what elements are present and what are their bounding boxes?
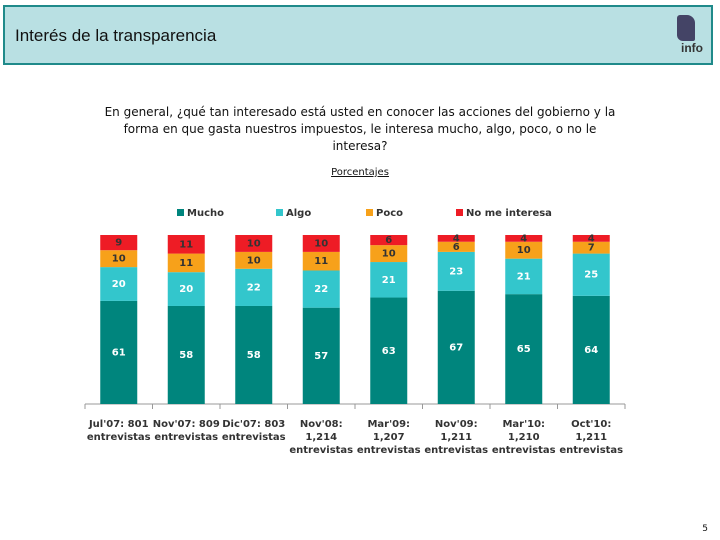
page-number: 5 <box>702 524 708 534</box>
data-label: 22 <box>314 284 328 295</box>
bar-segment <box>370 262 408 298</box>
data-label: 6 <box>453 242 460 253</box>
data-label: 4 <box>588 233 595 244</box>
logo: info <box>681 41 703 55</box>
bar-segment <box>167 272 205 306</box>
bar-segment <box>370 245 408 263</box>
legend-swatch <box>177 209 184 216</box>
legend-label: Algo <box>286 208 311 219</box>
x-tick-label: Dic'07: 803 entrevistas <box>221 419 286 443</box>
data-label: 11 <box>179 258 193 269</box>
bar-segment <box>370 297 408 404</box>
bar-segment <box>100 250 138 268</box>
legend-label: Poco <box>376 208 403 219</box>
data-label: 21 <box>382 275 396 286</box>
bar-segment <box>235 305 273 404</box>
bar-segment <box>437 290 475 404</box>
x-tick-label: Jul'07: 801 entrevistas <box>86 419 151 443</box>
data-label: 58 <box>179 350 193 361</box>
data-label: 61 <box>112 347 126 358</box>
x-tick-label: Nov'07: 809 entrevistas <box>152 419 220 443</box>
bar-segment <box>302 235 340 252</box>
data-label: 10 <box>112 254 126 265</box>
bar-segment <box>437 235 475 242</box>
data-label: 9 <box>115 238 122 249</box>
bar-segment <box>302 270 340 308</box>
bar-segment <box>437 241 475 252</box>
question: En general, ¿qué tan interesado está ust… <box>104 105 616 153</box>
data-label: 10 <box>247 255 261 266</box>
bar-segment <box>572 235 610 242</box>
data-label: 10 <box>314 238 328 249</box>
bar-segment <box>235 268 273 306</box>
data-label: 11 <box>314 256 328 267</box>
bar-segment <box>505 241 543 259</box>
bar-segment <box>100 235 138 251</box>
bar-segment <box>235 235 273 252</box>
bar-segment <box>370 235 408 246</box>
subtitle: Porcentajes <box>331 167 389 178</box>
bar-segment <box>235 251 273 269</box>
bar-segment <box>572 241 610 254</box>
bar-segment <box>437 251 475 291</box>
x-tick-label: Mar'09: 1,207 entrevistas <box>356 419 421 456</box>
x-tick-label: Nov'09: 1,211 entrevistas <box>424 419 489 456</box>
data-label: 23 <box>449 266 463 277</box>
legend-swatch <box>366 209 373 216</box>
data-label: 4 <box>453 233 460 244</box>
bar-segment <box>572 253 610 296</box>
x-tick-label: Nov'08: 1,214 entrevistas <box>289 419 354 456</box>
data-label: 10 <box>517 245 531 256</box>
data-label: 20 <box>179 284 193 295</box>
bar-segment <box>167 305 205 404</box>
bar-segment <box>505 235 543 242</box>
bar-segment <box>167 253 205 273</box>
bar-segment <box>167 235 205 254</box>
data-label: 10 <box>247 238 261 249</box>
legend-label: No me interesa <box>466 208 552 219</box>
header: Interés de la transparencia info <box>3 5 713 65</box>
logo-shape <box>677 15 695 41</box>
data-label: 21 <box>517 271 531 282</box>
bar-segment <box>302 307 340 404</box>
bar-segment <box>505 258 543 295</box>
legend-label: Mucho <box>187 208 224 219</box>
legend-swatch <box>276 209 283 216</box>
header-title: Interés de la transparencia <box>15 26 217 45</box>
data-label: 25 <box>584 270 598 281</box>
legend-swatch <box>456 209 463 216</box>
data-label: 4 <box>520 233 527 244</box>
x-tick-label: Oct'10: 1,211 entrevistas <box>559 419 624 456</box>
bar-segment <box>100 267 138 301</box>
x-tick-label: Mar'10: 1,210 entrevistas <box>491 419 556 456</box>
data-label: 57 <box>314 351 328 362</box>
bar-segment <box>505 294 543 404</box>
bar-segment <box>572 295 610 404</box>
data-label: 6 <box>385 235 392 246</box>
data-label: 58 <box>247 350 261 361</box>
data-label: 65 <box>517 344 531 355</box>
data-label: 64 <box>584 345 598 356</box>
data-label: 10 <box>382 249 396 260</box>
data-label: 22 <box>247 282 261 293</box>
bar-segment <box>100 300 138 404</box>
bar-segment <box>302 251 340 271</box>
data-label: 63 <box>382 346 396 357</box>
data-label: 11 <box>179 239 193 250</box>
data-label: 7 <box>588 243 595 254</box>
data-label: 20 <box>112 279 126 290</box>
data-label: 67 <box>449 342 463 353</box>
